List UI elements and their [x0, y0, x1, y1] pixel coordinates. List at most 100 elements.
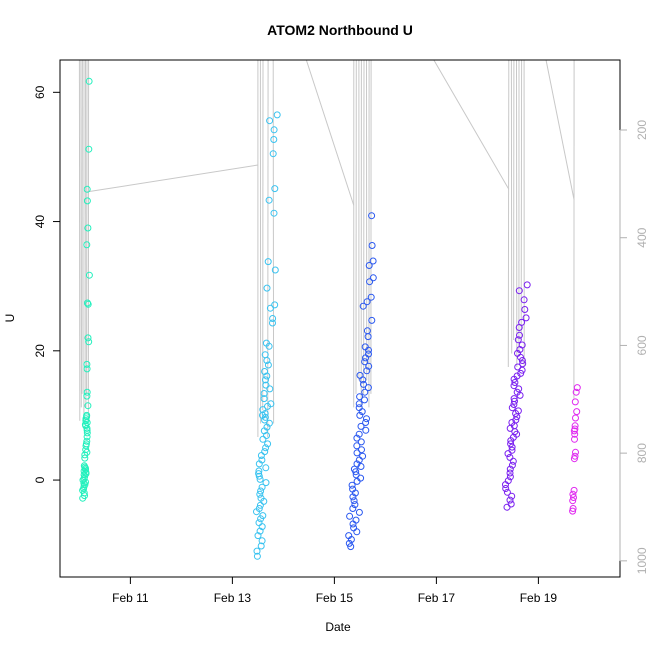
data-point — [355, 508, 363, 516]
data-point — [263, 357, 271, 364]
data-point — [356, 411, 364, 419]
data-point — [258, 537, 266, 545]
data-point — [355, 456, 363, 464]
data-point — [521, 306, 529, 313]
data-point — [266, 304, 274, 312]
data-point — [368, 242, 376, 249]
data-point — [506, 453, 514, 461]
data-point — [350, 497, 358, 505]
data-point — [368, 212, 376, 220]
x-tick-label: Feb 19 — [520, 591, 558, 605]
data-point — [347, 536, 355, 543]
data-point — [363, 367, 371, 375]
data-point — [82, 442, 90, 450]
data-point — [356, 393, 364, 401]
data-point — [83, 197, 91, 205]
data-point — [79, 494, 87, 502]
data-point — [266, 385, 274, 393]
x-tick-label: Feb 13 — [214, 591, 252, 605]
data-point — [83, 433, 91, 441]
data-point — [260, 390, 268, 397]
data-point — [571, 398, 579, 406]
data-point — [255, 472, 263, 480]
data-point — [358, 408, 366, 416]
data-point — [85, 145, 93, 153]
data-point — [253, 508, 260, 516]
data-point — [83, 241, 91, 249]
data-point — [263, 284, 271, 292]
data-point — [508, 443, 516, 451]
data-point — [365, 362, 373, 370]
data-point — [350, 524, 358, 532]
data-point — [357, 463, 365, 470]
data-point — [264, 258, 272, 266]
data-point — [506, 424, 514, 432]
data-point — [569, 497, 577, 505]
data-point — [572, 388, 580, 396]
data-point — [572, 448, 579, 456]
data-point — [359, 302, 367, 310]
data-point — [85, 77, 93, 85]
x-tick-label: Feb 15 — [316, 591, 354, 605]
data-point — [258, 483, 266, 491]
data-point — [364, 384, 372, 392]
data-point — [271, 301, 279, 309]
data-point — [256, 475, 264, 483]
data-point — [254, 532, 262, 540]
data-point — [572, 414, 579, 422]
data-point — [571, 435, 578, 443]
data-point — [352, 468, 360, 476]
data-point — [361, 396, 368, 404]
data-point — [509, 457, 517, 465]
data-point — [360, 380, 367, 388]
data-point — [503, 488, 511, 496]
data-point — [361, 358, 369, 366]
data-point — [346, 512, 354, 520]
data-point — [358, 446, 365, 454]
data-point — [264, 361, 272, 369]
data-point — [82, 417, 90, 425]
y2-tick-label: 200 — [635, 120, 649, 140]
data-point — [83, 392, 91, 400]
data-point — [256, 527, 264, 535]
y-axis-title: U — [3, 314, 17, 323]
data-point — [511, 397, 518, 405]
data-point — [262, 464, 270, 472]
y-tick-label: 40 — [33, 215, 47, 229]
x-axis-title: Date — [325, 620, 351, 634]
data-point — [353, 477, 361, 485]
data-point — [365, 346, 372, 354]
data-point — [520, 296, 528, 304]
data-point — [264, 440, 272, 448]
data-point — [357, 474, 365, 482]
data-point — [569, 507, 577, 515]
data-point — [262, 376, 269, 384]
data-point — [266, 117, 274, 125]
data-point — [366, 278, 374, 286]
data-point — [569, 505, 577, 512]
data-point — [363, 298, 371, 306]
data-point — [270, 136, 278, 143]
data-point — [506, 473, 514, 481]
data-point — [369, 274, 377, 282]
data-point — [510, 375, 518, 383]
data-point — [508, 404, 516, 412]
data-point — [85, 338, 93, 346]
data-point — [355, 430, 363, 438]
data-point — [506, 469, 514, 477]
data-point — [257, 487, 265, 495]
data-point — [356, 371, 364, 379]
data-point — [80, 479, 88, 487]
data-point — [510, 382, 518, 390]
data-point — [570, 494, 577, 501]
data-point — [512, 410, 520, 417]
data-point — [357, 438, 365, 446]
data-point — [353, 528, 361, 536]
data-point — [573, 384, 581, 392]
data-point — [261, 448, 269, 456]
data-point — [363, 327, 371, 335]
data-points — [79, 77, 581, 560]
data-point — [515, 287, 523, 295]
data-point — [255, 519, 263, 527]
y2-tick-label: 400 — [635, 227, 649, 247]
